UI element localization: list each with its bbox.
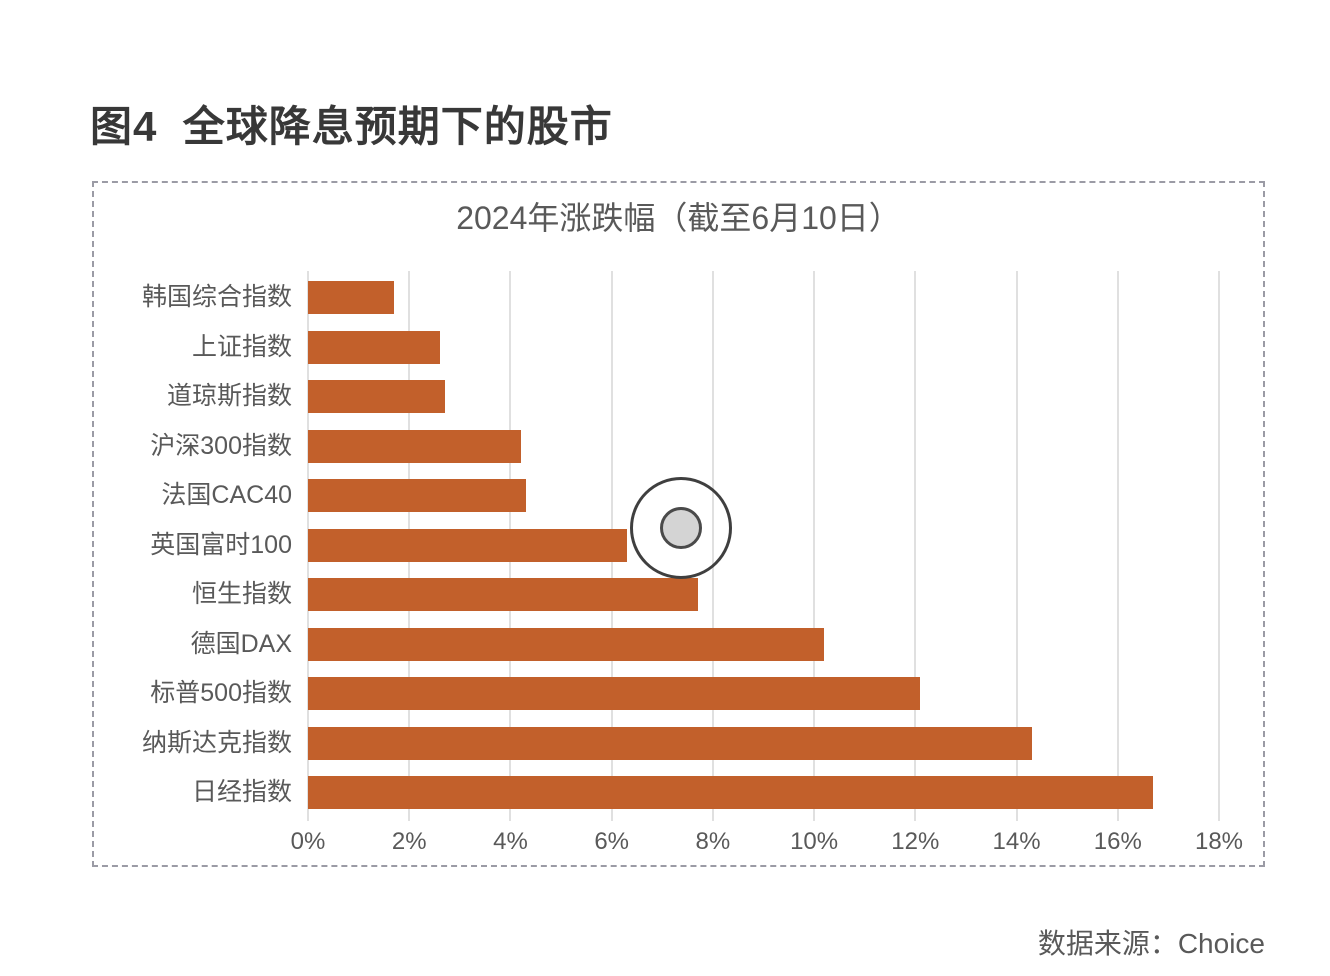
click-indicator-dot bbox=[660, 507, 702, 549]
data-source: 数据来源：Choice bbox=[1037, 928, 1265, 959]
x-tick-label: 14% bbox=[992, 828, 1041, 855]
bar-道琼斯指数 bbox=[308, 380, 445, 413]
category-label: 标普500指数 bbox=[150, 679, 292, 707]
figure-title: 图4 全球降息预期下的股市 bbox=[90, 103, 613, 150]
category-label: 纳斯达克指数 bbox=[141, 728, 292, 757]
category-label: 日经指数 bbox=[191, 778, 292, 806]
bar-韩国综合指数 bbox=[308, 281, 395, 314]
category-label: 韩国综合指数 bbox=[141, 283, 292, 311]
gridline-16% bbox=[1116, 271, 1119, 821]
x-tick-label: 12% bbox=[891, 828, 940, 855]
bar-法国CAC40 bbox=[308, 479, 526, 512]
bar-恒生指数 bbox=[308, 578, 698, 611]
category-label: 沪深300指数 bbox=[150, 431, 292, 460]
x-axis: 0% 2% 4% 6% 8% 10% 12% 14% 16% 18% bbox=[291, 828, 1243, 860]
bar-上证指数 bbox=[308, 330, 440, 364]
x-tick-label: 10% bbox=[790, 828, 839, 855]
category-label: 恒生指数 bbox=[191, 580, 292, 608]
x-tick-label: 6% bbox=[594, 828, 629, 855]
bar-德国DAX bbox=[308, 627, 825, 661]
plot-area bbox=[307, 271, 1220, 821]
bar-日经指数 bbox=[308, 776, 1154, 809]
x-tick-label: 0% bbox=[290, 828, 326, 855]
bar-标普500指数 bbox=[308, 677, 921, 710]
gridline-12% bbox=[914, 271, 917, 821]
bar-沪深300指数 bbox=[308, 429, 521, 463]
click-indicator-outer-ring bbox=[630, 477, 732, 579]
category-label: 英国富时100 bbox=[150, 530, 292, 559]
gridline-14% bbox=[1015, 271, 1018, 821]
chart-panel: 2024年涨跌幅（截至6月10日） 韩国综合指数上证指数道琼斯指数沪深300指数… bbox=[92, 181, 1265, 867]
gridline-18% bbox=[1218, 271, 1220, 821]
gridline-10% bbox=[813, 271, 816, 821]
x-tick-label: 18% bbox=[1194, 828, 1244, 855]
category-label: 法国CAC40 bbox=[161, 481, 292, 509]
x-tick-label: 8% bbox=[695, 828, 731, 855]
x-tick-label: 4% bbox=[493, 828, 528, 855]
category-label: 德国DAX bbox=[190, 629, 292, 658]
category-label: 道琼斯指数 bbox=[166, 382, 292, 410]
x-tick-label: 2% bbox=[391, 828, 427, 855]
bar-英国富时100 bbox=[308, 528, 627, 562]
category-label: 上证指数 bbox=[191, 332, 292, 361]
bar-纳斯达克指数 bbox=[308, 726, 1032, 760]
x-tick-label: 16% bbox=[1093, 828, 1142, 855]
chart-title: 2024年涨跌幅（截至6月10日） bbox=[456, 200, 901, 236]
